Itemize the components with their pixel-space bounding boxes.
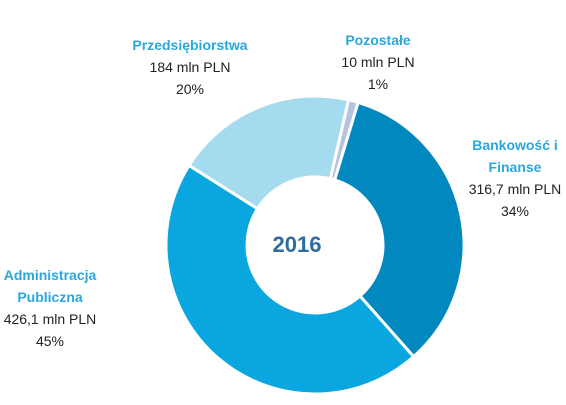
value-label: 316,7 mln PLN bbox=[468, 181, 562, 197]
slice-label: Pozostałe 10 mln PLN 1% bbox=[328, 29, 428, 95]
donut-slice bbox=[164, 163, 416, 396]
value-label: 426,1 mln PLN bbox=[3, 311, 97, 327]
value-label: 10 mln PLN bbox=[341, 54, 415, 70]
value-label: 184 mln PLN bbox=[149, 59, 231, 75]
donut-slice bbox=[332, 100, 466, 359]
category-name: Administracja Publiczna bbox=[3, 267, 97, 305]
category-name: Pozostałe bbox=[345, 32, 411, 48]
center-label: 2016 bbox=[273, 232, 322, 257]
donut-slice bbox=[186, 94, 351, 211]
category-name: Bankowość i Finanse bbox=[472, 137, 558, 175]
share-label: 45% bbox=[35, 333, 65, 349]
slice-label: Przedsiębiorstwa 184 mln PLN 20% bbox=[115, 34, 265, 100]
category-name: Przedsiębiorstwa bbox=[132, 37, 248, 53]
share-label: 20% bbox=[175, 81, 205, 97]
share-label: 1% bbox=[367, 76, 389, 92]
slice-label: Administracja Publiczna 426,1 mln PLN 45% bbox=[0, 264, 105, 352]
share-label: 34% bbox=[500, 203, 530, 219]
slice-label: Bankowość i Finanse 316,7 mln PLN 34% bbox=[460, 134, 566, 222]
